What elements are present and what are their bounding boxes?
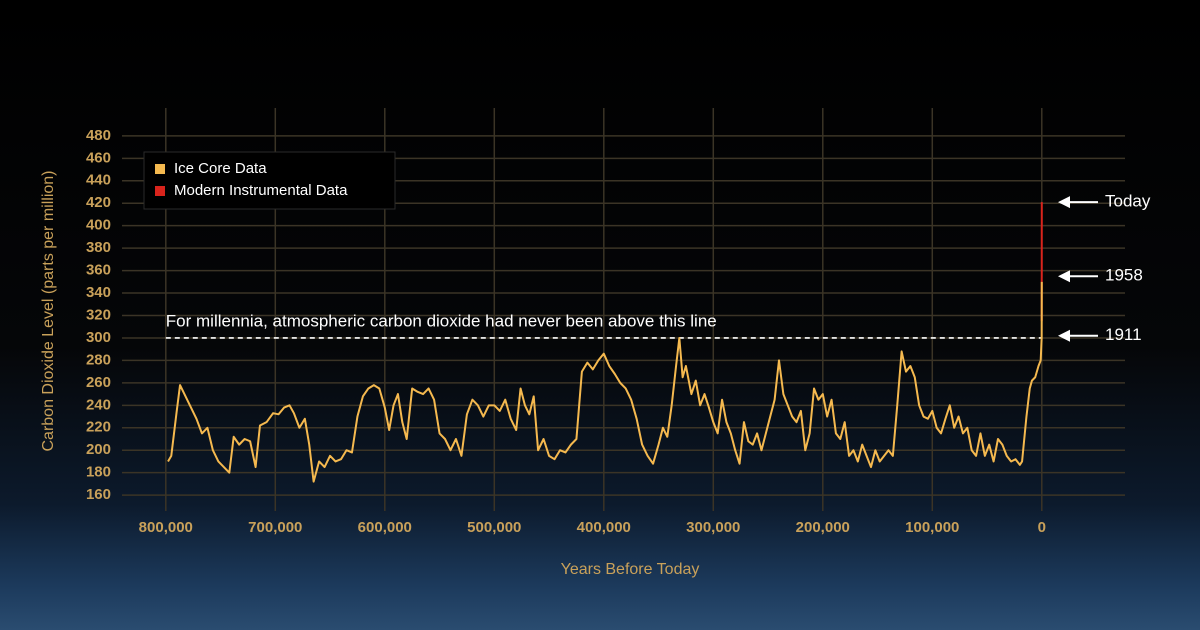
legend-swatch xyxy=(155,186,165,196)
y-tick-label: 420 xyxy=(86,194,111,211)
annotation-label: 1911 xyxy=(1105,325,1142,344)
y-axis-label: Carbon Dioxide Level (parts per million) xyxy=(40,170,57,451)
x-tick-label: 300,000 xyxy=(686,519,740,536)
y-tick-label: 180 xyxy=(86,464,111,481)
y-tick-label: 240 xyxy=(86,396,111,413)
y-tick-label: 400 xyxy=(86,217,111,234)
x-tick-label: 800,000 xyxy=(139,519,193,536)
legend: Ice Core Data Modern Instrumental Data xyxy=(143,151,396,210)
y-tick-label: 460 xyxy=(86,149,111,166)
legend-label: Ice Core Data xyxy=(174,160,267,177)
series-line xyxy=(167,281,1043,483)
y-tick-label: 160 xyxy=(86,486,111,503)
arrow-head xyxy=(1058,196,1070,209)
arrow-head xyxy=(1058,329,1070,342)
annotation-label: 1958 xyxy=(1105,266,1143,285)
y-tick-label: 220 xyxy=(86,419,111,436)
y-tick-label: 380 xyxy=(86,239,111,256)
x-tick-label: 500,000 xyxy=(467,519,521,536)
threshold-label: For millennia, atmospheric carbon dioxid… xyxy=(166,311,717,330)
x-axis-label: Years Before Today xyxy=(561,561,700,578)
y-tick-label: 480 xyxy=(86,127,111,144)
x-tick-label: 400,000 xyxy=(577,519,631,536)
x-tick-label: 600,000 xyxy=(358,519,412,536)
y-tick-label: 260 xyxy=(86,374,111,391)
y-tick-label: 340 xyxy=(86,284,111,301)
annotation-label: Today xyxy=(1105,192,1151,211)
legend-box xyxy=(143,151,396,210)
y-tick-label: 300 xyxy=(86,329,111,346)
y-tick-label: 320 xyxy=(86,306,111,323)
x-tick-label: 700,000 xyxy=(248,519,302,536)
x-tick-label: 0 xyxy=(1038,519,1046,536)
legend-label: Modern Instrumental Data xyxy=(174,182,348,199)
legend-swatch xyxy=(155,164,165,174)
x-tick-label: 200,000 xyxy=(796,519,850,536)
x-tick-label: 100,000 xyxy=(905,519,959,536)
y-tick-label: 200 xyxy=(86,441,111,458)
y-tick-label: 440 xyxy=(86,172,111,189)
y-tick-label: 360 xyxy=(86,262,111,279)
y-tick-label: 280 xyxy=(86,351,111,368)
arrow-head xyxy=(1058,270,1070,283)
